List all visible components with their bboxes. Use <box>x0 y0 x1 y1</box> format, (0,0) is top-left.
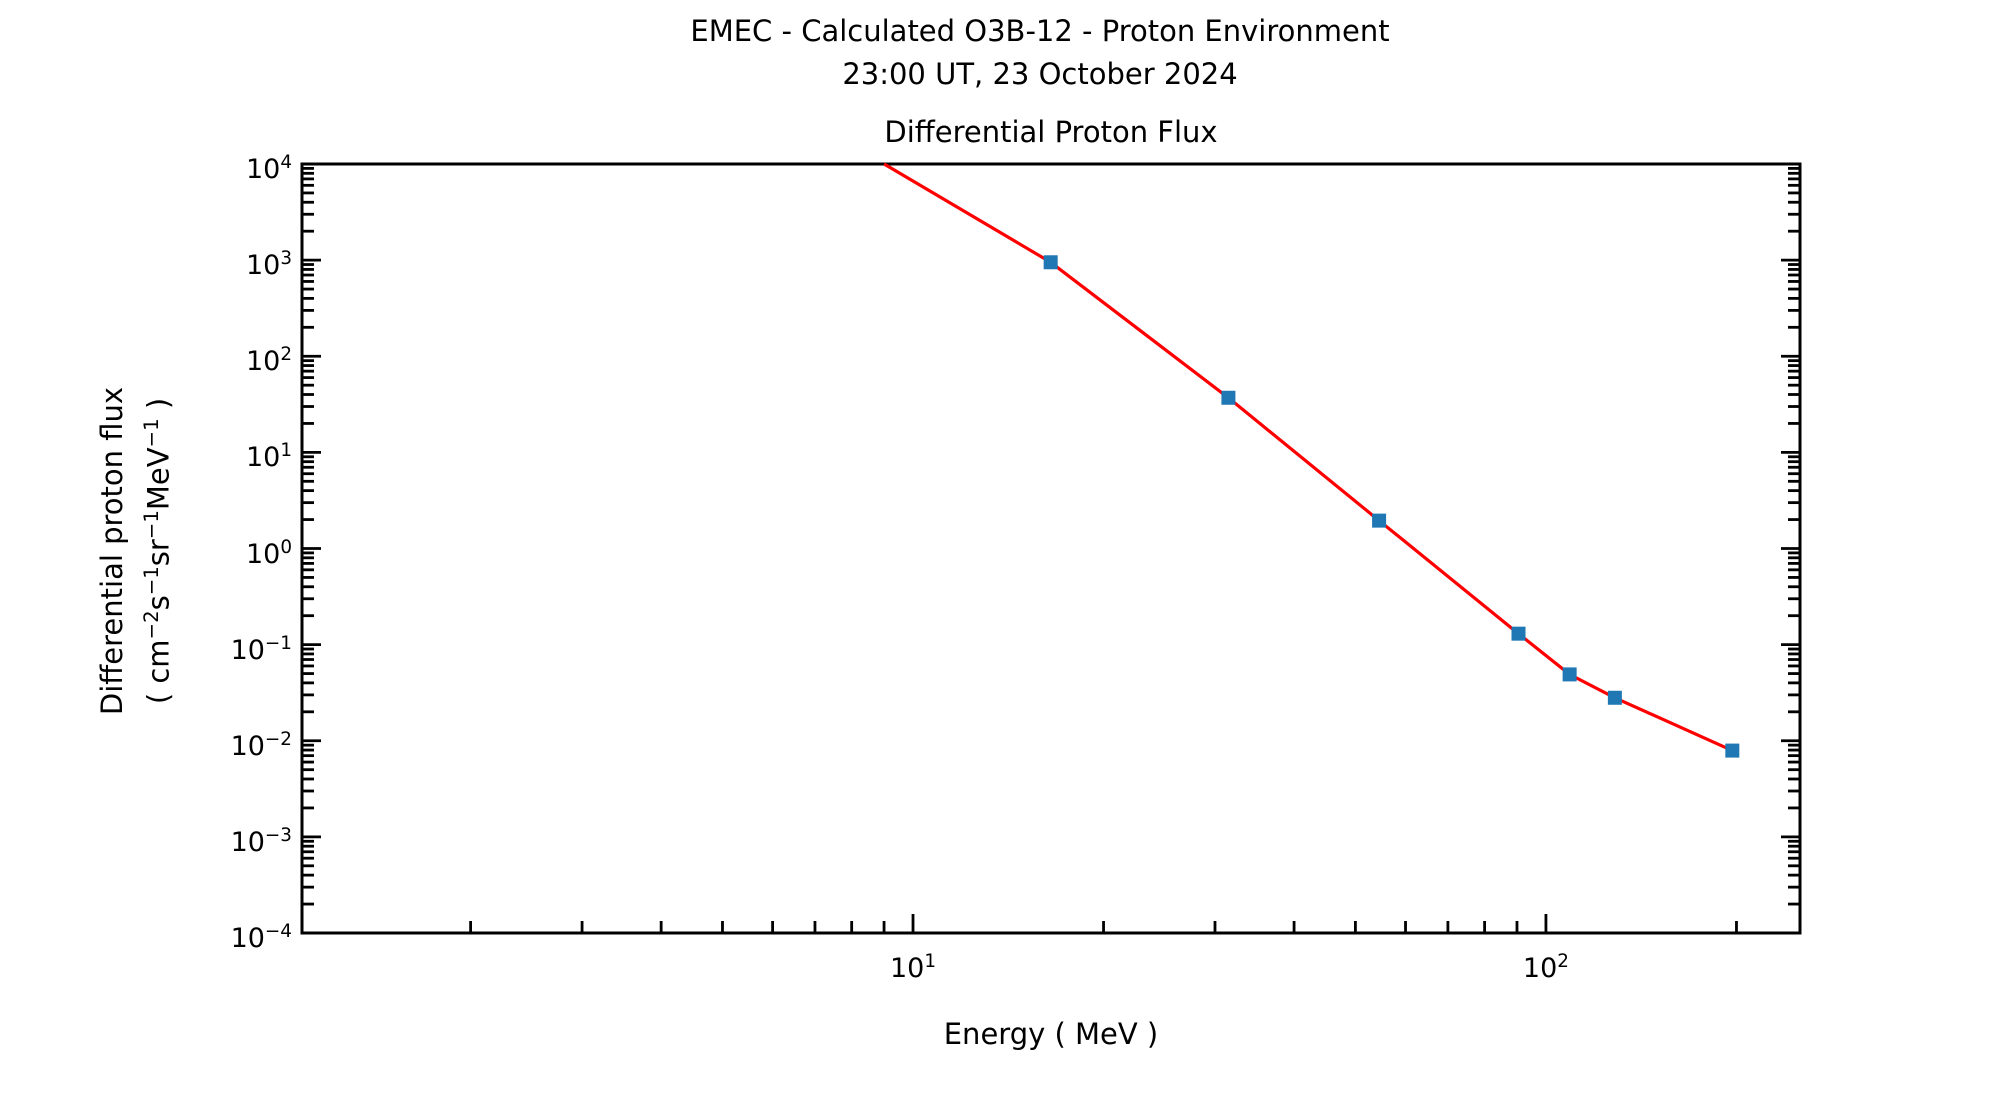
x-axis-ticks <box>469 914 1738 933</box>
x-axis-label: Energy ( MeV ) <box>943 1017 1159 1051</box>
y-tick-label: 103 <box>245 248 292 282</box>
x-tick-label: 102 <box>1522 951 1569 984</box>
axes-spines <box>300 162 1802 935</box>
flux-line <box>883 162 1733 753</box>
data-point <box>1607 690 1622 705</box>
y-tick-label: 10−1 <box>230 632 292 666</box>
x-tick-label: 101 <box>889 951 937 984</box>
data-point <box>1043 255 1058 270</box>
data-point <box>1562 667 1577 682</box>
data-point-markers <box>1043 255 1740 758</box>
axes-title: Differential Proton Flux <box>884 115 1218 149</box>
figure-title-line2: 23:00 UT, 23 October 2024 <box>842 57 1238 91</box>
y-tick-label: 104 <box>245 152 292 185</box>
y-tick-label: 10−4 <box>230 921 292 954</box>
figure-title-line1: EMEC - Calculated O3B-12 - Proton Enviro… <box>690 14 1390 48</box>
y-tick-label: 102 <box>245 344 292 378</box>
data-point <box>1221 390 1236 405</box>
data-point <box>1372 513 1387 528</box>
y-tick-label: 101 <box>245 440 292 474</box>
data-point <box>1725 743 1740 758</box>
y-axis-ticks <box>302 162 1800 935</box>
y-tick-label: 10−2 <box>230 728 292 762</box>
y-tick-label: 10−3 <box>230 824 292 858</box>
data-point <box>1511 626 1526 641</box>
y-tick-label: 100 <box>245 536 292 570</box>
